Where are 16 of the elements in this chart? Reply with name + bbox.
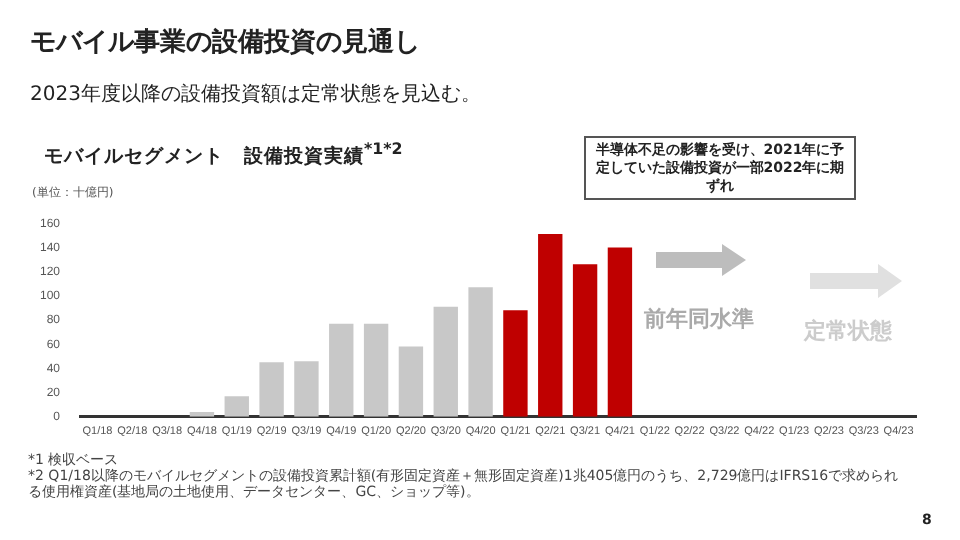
bar xyxy=(572,264,598,417)
annotation: 前年同水準 xyxy=(644,304,754,334)
bar xyxy=(398,346,424,417)
bar xyxy=(607,247,633,417)
bar xyxy=(224,396,249,417)
bar xyxy=(433,306,458,417)
bar xyxy=(259,362,284,417)
bar xyxy=(294,361,319,417)
bar xyxy=(329,323,354,417)
chart-subtitle: 2023年度以降の設備投資額は定常状態を見込む。 xyxy=(30,81,481,108)
chart-title: モバイル事業の設備投資の見通し xyxy=(30,26,420,60)
text: モバイルセグメント 設備投資実績$^{*1*2}$ xyxy=(44,140,403,171)
bar xyxy=(363,323,389,417)
bar xyxy=(538,234,563,417)
bar xyxy=(503,310,528,417)
bar xyxy=(468,287,493,417)
